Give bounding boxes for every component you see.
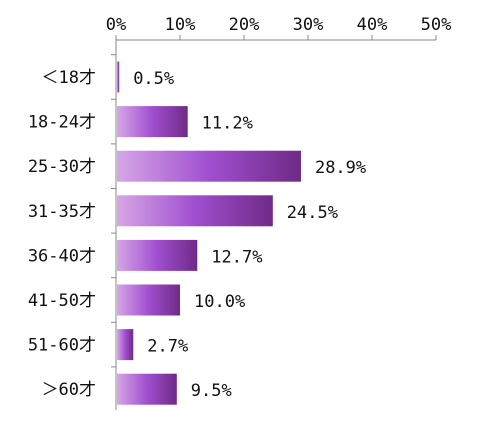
bar (117, 61, 120, 93)
bar (117, 239, 198, 271)
bar (117, 373, 177, 405)
category-label: 51-60才 (28, 336, 96, 356)
category-label: 31-35才 (28, 202, 96, 222)
x-tick-label: 30% (293, 15, 324, 35)
data-label: 11.2% (202, 114, 253, 134)
data-label: 0.5% (133, 69, 174, 89)
bar (117, 150, 301, 182)
category-label: 41-50才 (28, 291, 96, 311)
data-label: 10.0% (194, 292, 245, 312)
bar (117, 106, 188, 138)
x-tick-label: 40% (357, 15, 388, 35)
category-label: 25-30才 (28, 157, 96, 177)
x-tick-label: 50% (421, 15, 452, 35)
category-label: ＜18才 (42, 68, 96, 88)
data-label: 24.5% (287, 203, 338, 223)
bar (117, 195, 273, 227)
category-label: ＞60才 (42, 380, 96, 400)
data-label: 12.7% (211, 247, 262, 267)
category-label: 36-40才 (28, 246, 96, 266)
bar (117, 329, 134, 361)
category-label: 18-24才 (28, 113, 96, 133)
bar (117, 284, 180, 316)
data-label: 2.7% (147, 337, 188, 357)
x-tick-label: 20% (229, 15, 260, 35)
x-tick-label: 0% (106, 15, 126, 35)
x-tick-label: 10% (165, 15, 196, 35)
data-label: 9.5% (191, 381, 232, 401)
data-label: 28.9% (315, 158, 366, 178)
